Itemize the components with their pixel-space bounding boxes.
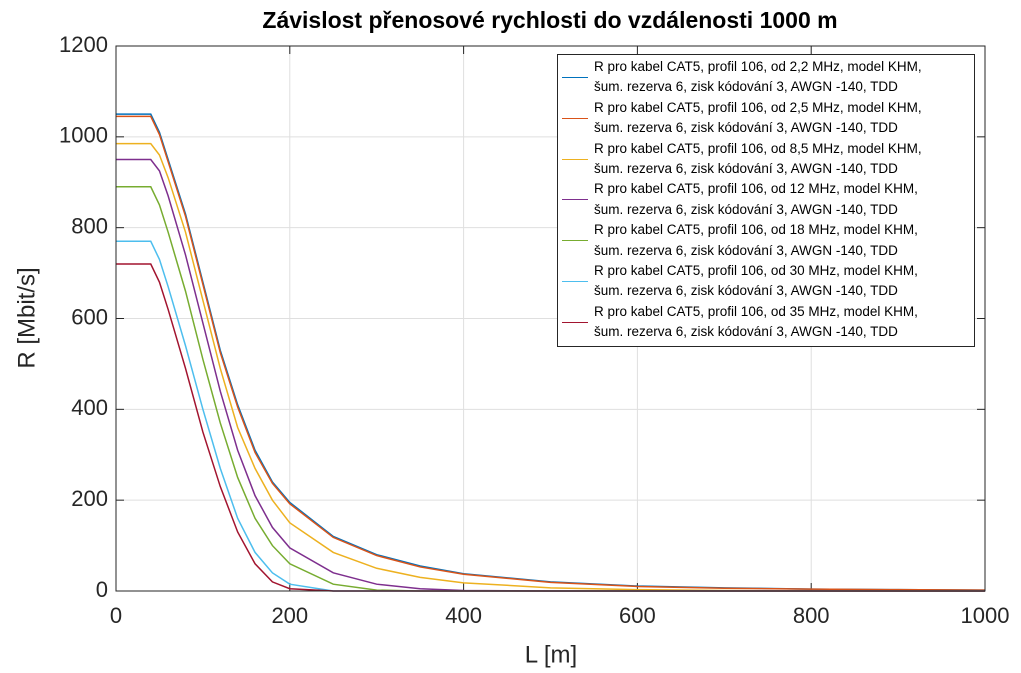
y-tick-label: 400: [71, 395, 108, 420]
x-tick-label: 400: [445, 603, 482, 628]
legend-swatch: [562, 240, 588, 242]
legend-label: R pro kabel CAT5, profil 106, od 8,5 MHz…: [594, 140, 922, 177]
legend-label: R pro kabel CAT5, profil 106, od 18 MHz,…: [594, 222, 918, 258]
legend-entry: R pro kabel CAT5, profil 106, od 8,5 MHz…: [562, 139, 970, 180]
x-tick-label: 800: [793, 603, 830, 628]
y-tick-label: 0: [96, 577, 108, 602]
legend-swatch: [562, 321, 588, 323]
legend-entry: R pro kabel CAT5, profil 106, od 30 MHz,…: [562, 261, 970, 302]
legend-label: R pro kabel CAT5, profil 106, od 35 MHz,…: [594, 303, 918, 340]
legend-entry: R pro kabel CAT5, profil 106, od 35 MHz,…: [562, 302, 970, 343]
data-line: [116, 115, 986, 591]
legend-swatch: [562, 158, 588, 160]
legend-swatch: [562, 280, 588, 282]
axes-box: [115, 45, 986, 592]
y-axis-label: R [Mbit/s]: [13, 267, 40, 368]
legend-label: R pro kabel CAT5, profil 106, od 30 MHz,…: [594, 263, 918, 299]
legend-entry: R pro kabel CAT5, profil 106, od 12 MHz,…: [562, 179, 970, 220]
x-tick-label: 1000: [961, 603, 1010, 628]
legend-swatch: [562, 117, 588, 119]
y-tick-label: 1000: [59, 123, 108, 148]
x-tick-label: 200: [271, 603, 308, 628]
y-tick-label: 800: [71, 213, 108, 238]
legend-label: R pro kabel CAT5, profil 106, od 2,2 MHz…: [594, 59, 922, 95]
data-line: [116, 142, 985, 592]
chart-title: Závislost přenosové rychlosti do vzdálen…: [262, 7, 837, 33]
legend-label: R pro kabel CAT5, profil 106, od 12 MHz,…: [594, 181, 918, 217]
legend-entry: R pro kabel CAT5, profil 106, od 18 MHz,…: [562, 220, 970, 261]
legend-swatch: [562, 76, 588, 78]
x-tick-label: 600: [619, 603, 656, 628]
y-tick-label: 200: [71, 486, 108, 511]
legend-label: R pro kabel CAT5, profil 106, od 2,5 MHz…: [594, 99, 922, 136]
legend-entry: R pro kabel CAT5, profil 106, od 2,2 MHz…: [562, 57, 970, 98]
x-axis-label: L [m]: [525, 641, 577, 668]
y-tick-label: 600: [71, 304, 108, 329]
legend-swatch: [562, 199, 588, 201]
x-tick-label: 0: [110, 603, 122, 628]
y-tick-label: 1200: [59, 32, 108, 57]
legend: R pro kabel CAT5, profil 106, od 2,2 MHz…: [557, 54, 975, 347]
legend-entry: R pro kabel CAT5, profil 106, od 2,5 MHz…: [562, 98, 970, 139]
